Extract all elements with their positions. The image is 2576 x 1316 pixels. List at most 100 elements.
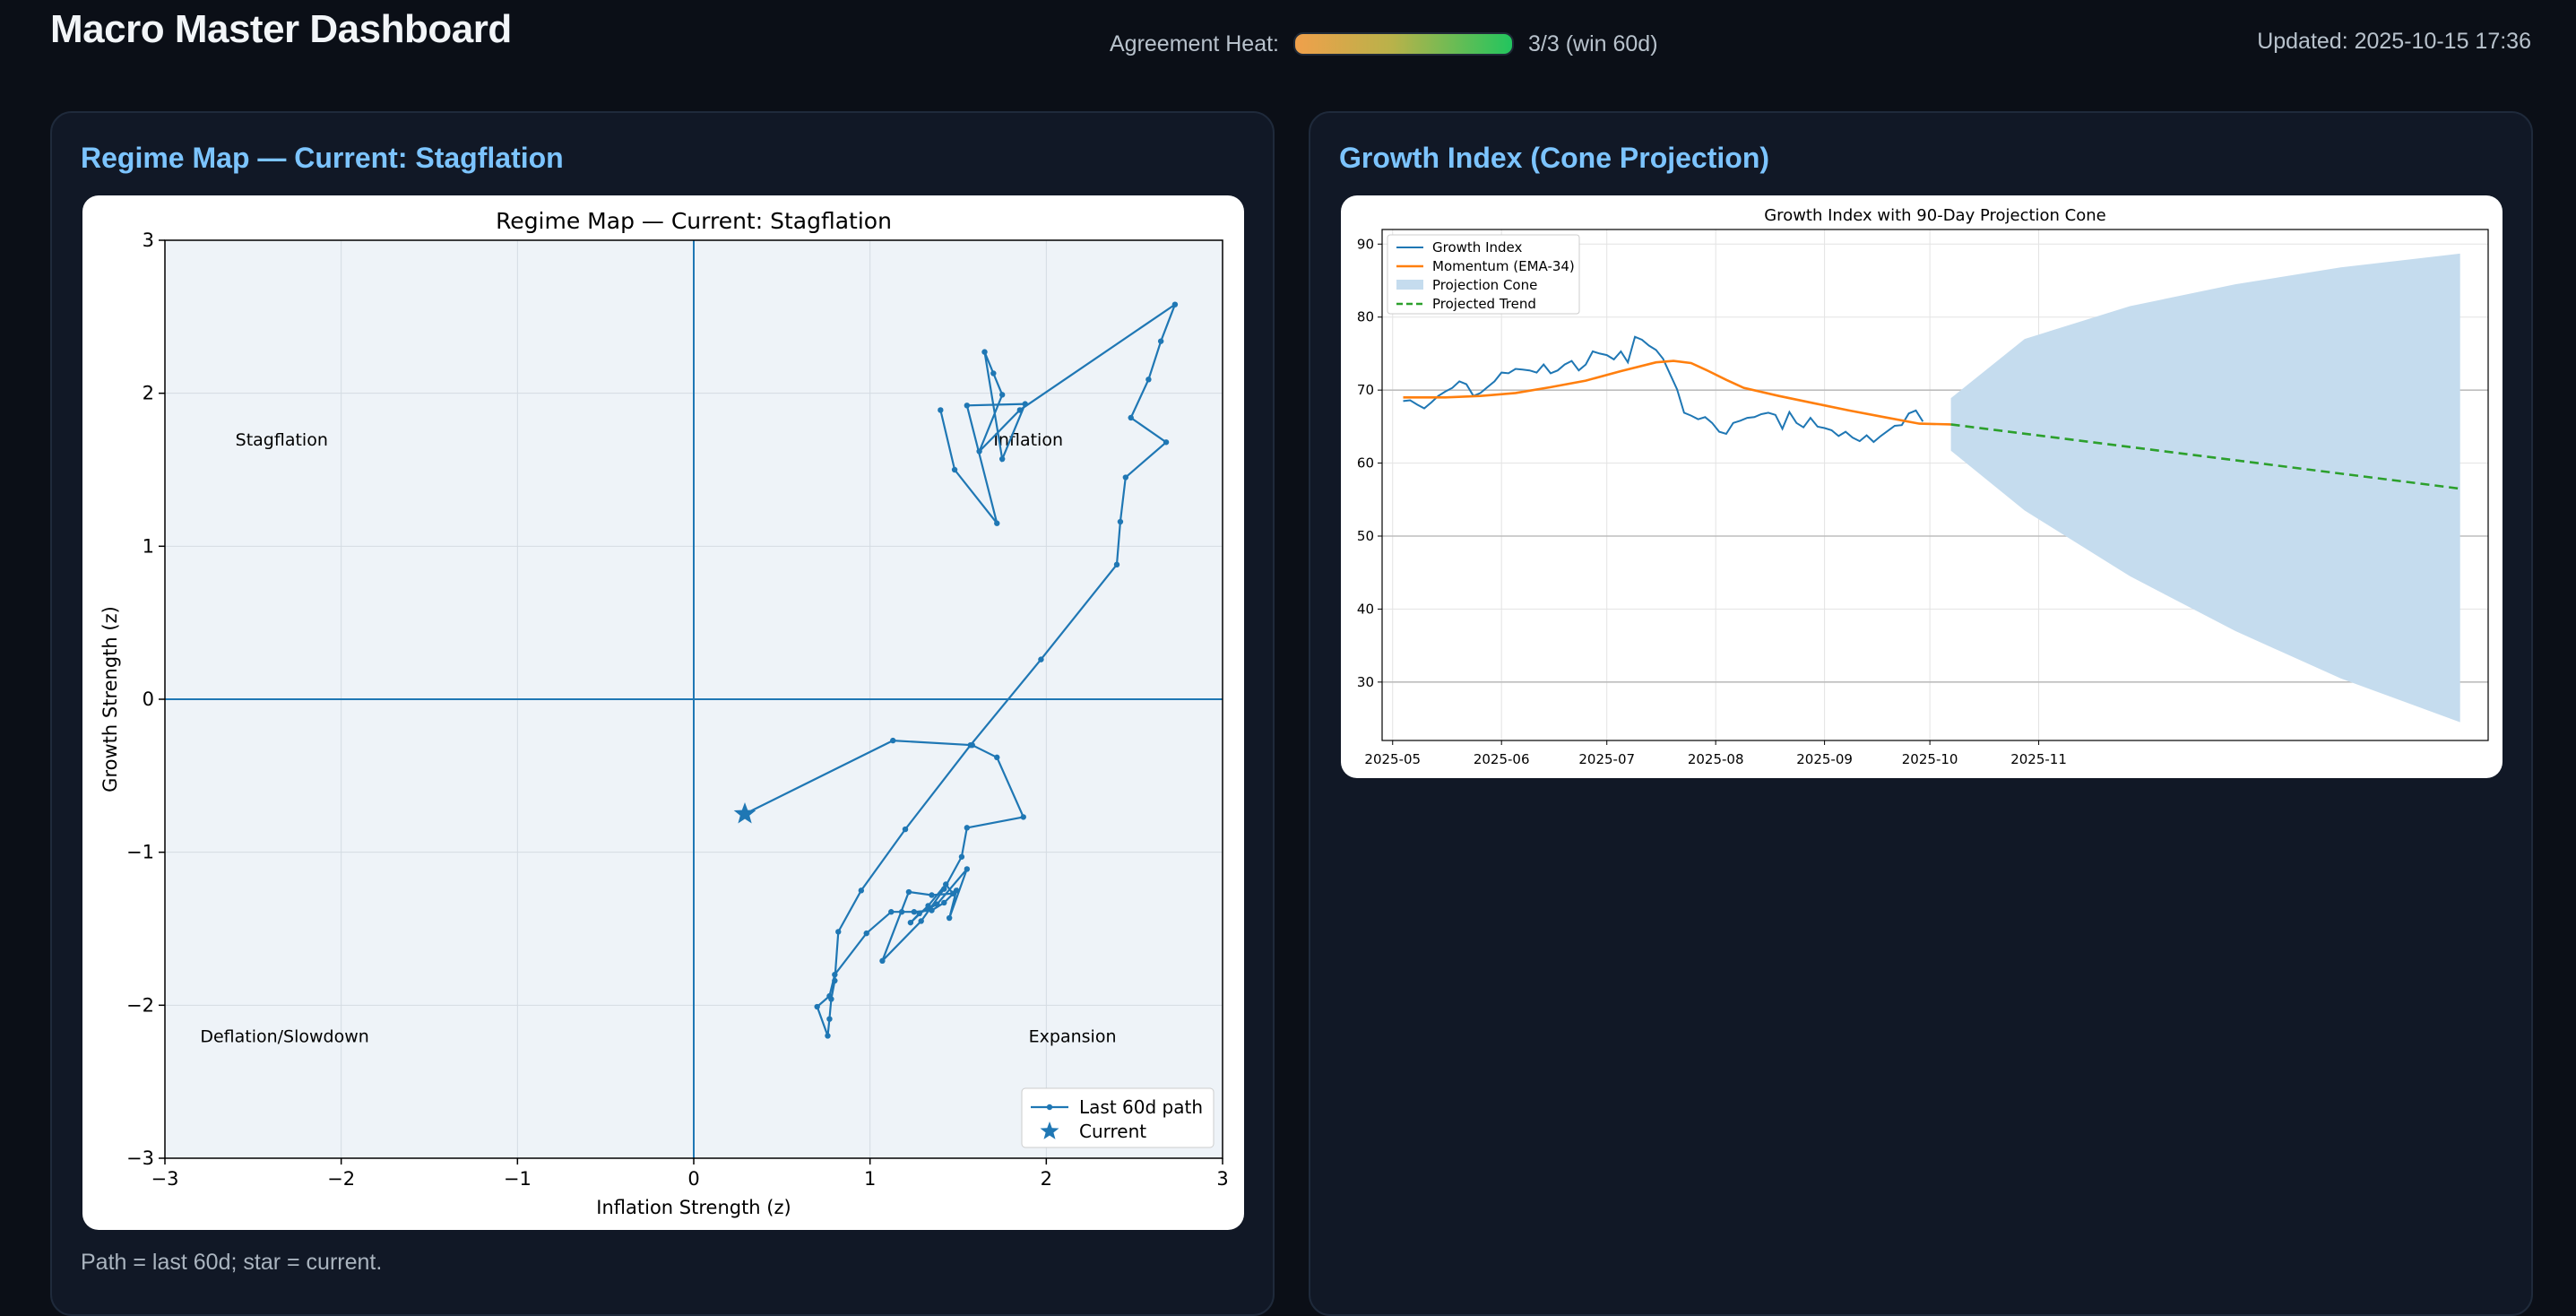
updated-timestamp: Updated: 2025-10-15 17:36 (2257, 29, 2531, 54)
y-tick-label: −2 (126, 994, 154, 1016)
y-tick-label: −3 (126, 1147, 154, 1169)
y-tick-label: 0 (143, 688, 154, 710)
path-point (898, 909, 905, 915)
path-point (1117, 518, 1124, 525)
x-tick-label: −1 (504, 1168, 532, 1190)
agreement-heat: Agreement Heat: 3/3 (win 60d) (1110, 29, 1658, 59)
y-tick-label: 2 (143, 383, 154, 404)
path-point (918, 918, 924, 924)
growth-index-card-title: Growth Index (Cone Projection) (1339, 142, 1770, 174)
path-point (981, 349, 988, 355)
quadrant-label-expansion: Expansion (1029, 1026, 1117, 1046)
path-point (911, 909, 918, 915)
path-point (879, 957, 886, 965)
path-point (964, 825, 971, 831)
path-point (835, 929, 842, 935)
path-point (969, 742, 975, 749)
path-point (1016, 407, 1024, 413)
path-point (990, 370, 997, 377)
path-point (938, 407, 944, 413)
path-point (1128, 414, 1134, 421)
legend-cone-swatch (1396, 280, 1423, 290)
path-line (744, 301, 1178, 1036)
path-point (825, 1033, 831, 1039)
x-tick-label: 1 (864, 1168, 876, 1190)
x-tick-label: 0 (687, 1168, 699, 1190)
y-tick-label: 60 (1357, 455, 1374, 472)
path-point (1020, 814, 1026, 820)
path-point (916, 910, 922, 917)
y-tick-label: 70 (1357, 382, 1374, 398)
plot-frame (1381, 229, 2489, 741)
x-tick-label: 2025-06 (1474, 751, 1530, 767)
x-tick-label: 2 (1041, 1168, 1052, 1190)
legend-box (1387, 234, 1580, 315)
path-point (998, 392, 1006, 398)
path-point (964, 866, 971, 872)
dashboard-title: Macro Master Dashboard (50, 7, 512, 51)
path-point (1171, 301, 1179, 307)
path-point (907, 919, 914, 926)
current-point-star (733, 802, 756, 824)
path-point (1145, 377, 1152, 383)
growth-index-card: Growth Index (Cone Projection) 2025-05 20… (1309, 111, 2533, 1316)
path-point (946, 914, 953, 922)
x-tick-label: 2025-10 (1902, 751, 1958, 767)
legend-current-label: Current (1079, 1121, 1146, 1142)
path-point (976, 448, 982, 455)
growth-index-plot: 2025-05 2025-06 2025-07 2025-08 2025-09 2025-… (1341, 195, 2503, 778)
x-axis-label: Inflation Strength (z) (596, 1197, 791, 1218)
regime-map-chart: −3 −2 −1 0 1 2 3 −3 −2 −1 0 1 2 3 Regime Map — Current… (99, 208, 1229, 1218)
path-point (941, 886, 947, 892)
path-point (951, 466, 958, 473)
y-tick-label: 80 (1357, 309, 1374, 325)
path-point (832, 972, 838, 978)
y-tick-label: 40 (1357, 601, 1374, 617)
path-point (1038, 656, 1044, 662)
path-point (949, 890, 956, 896)
path-point (888, 909, 895, 915)
path-point (826, 1016, 833, 1022)
y-tick-label: 1 (143, 535, 154, 557)
legend-current-star (1040, 1121, 1059, 1139)
agreement-heat-value: 3/3 (win 60d) (1528, 30, 1658, 56)
y-tick-label: 90 (1357, 236, 1374, 252)
path-point (929, 892, 935, 898)
path-point (994, 520, 1000, 526)
x-tick-label: −3 (151, 1168, 179, 1190)
path-point (858, 887, 865, 894)
path-point (941, 899, 947, 906)
path-point (964, 403, 971, 409)
path-point (890, 737, 896, 744)
x-tick-label: −2 (327, 1168, 355, 1190)
x-tick-label: 2025-05 (1364, 751, 1421, 767)
quadrant-label-inflation: Inflation (993, 430, 1063, 450)
growth-index-line (1403, 335, 1924, 444)
regime-map-card-title: Regime Map — Current: Stagflation (81, 142, 564, 174)
path-point (1113, 561, 1120, 568)
legend-cone-label: Projection Cone (1432, 277, 1537, 293)
legend-momentum-label: Momentum (EMA-34) (1432, 258, 1575, 274)
chart-title: Regime Map — Current: Stagflation (496, 208, 892, 234)
y-tick-label: −1 (126, 842, 154, 863)
agreement-heat-bar (1293, 32, 1514, 56)
quadrant-label-deflation: Deflation/Slowdown (200, 1026, 368, 1046)
momentum-line (1403, 359, 1951, 426)
path-point (934, 901, 940, 907)
path-point (814, 1003, 820, 1010)
path-point (902, 826, 909, 833)
legend-box (1021, 1087, 1215, 1148)
x-tick-label: 3 (1216, 1168, 1228, 1190)
path-point (994, 754, 1000, 761)
x-tick-label: 2025-07 (1578, 751, 1635, 767)
growth-index-chart: 2025-05 2025-06 2025-07 2025-08 2025-09 2025-… (1357, 206, 2489, 767)
quadrant-label-stagflation: Stagflation (236, 430, 328, 450)
legend-path-label: Last 60d path (1079, 1096, 1203, 1118)
legend-path-marker (1046, 1104, 1053, 1111)
y-tick-label: 3 (143, 229, 154, 251)
path-point (943, 881, 949, 887)
projection-cone (1950, 253, 2460, 723)
path-point (925, 903, 931, 909)
path-point (905, 888, 912, 896)
path-point (832, 977, 838, 984)
